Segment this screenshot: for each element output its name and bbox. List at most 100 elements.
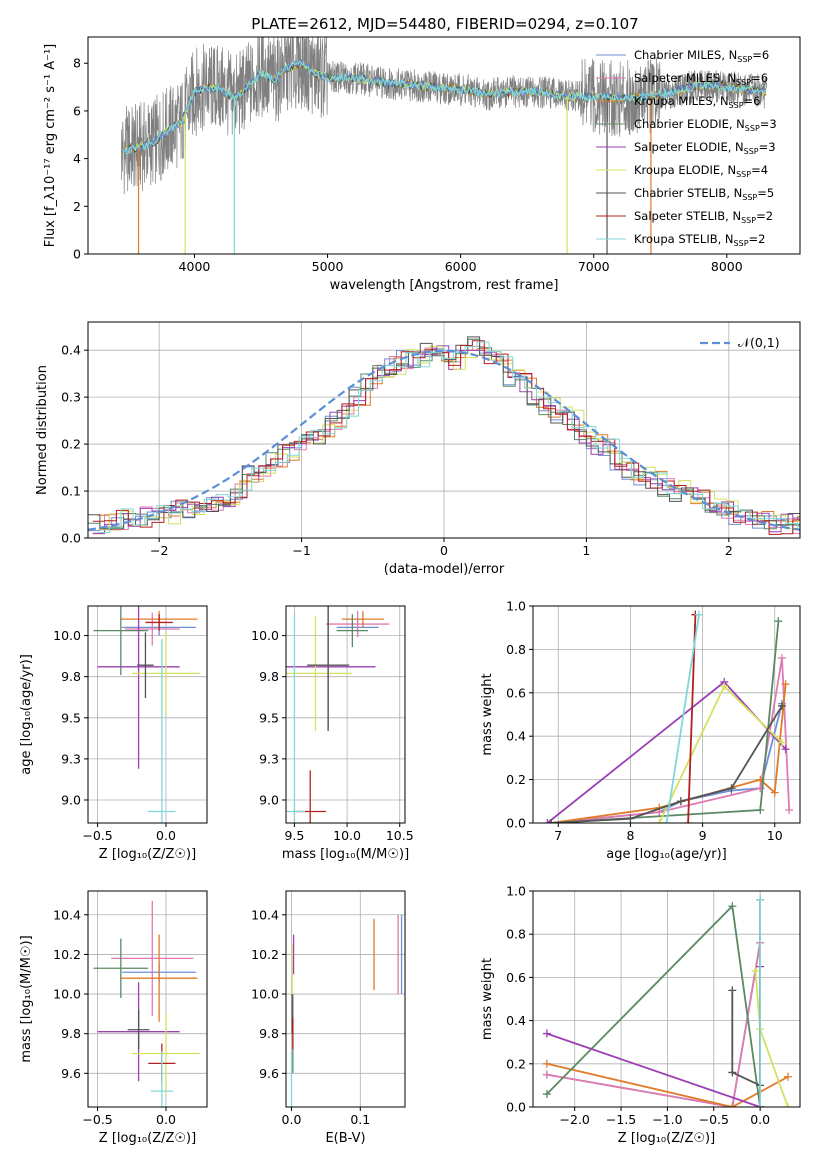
legend-entry-tail: =3 (760, 117, 777, 131)
legend-entry-sub: SSP (742, 193, 757, 202)
legend-entry-main: Salpeter MILES, N (634, 71, 736, 85)
weight-marker (728, 902, 737, 911)
axes-frame (87, 36, 801, 255)
panel-residuals: −2 −1 0 1 2 0.0 0.1 0.2 0.3 0.4 (data-model)/error… (35, 321, 801, 577)
panel-weight-vs-age: 7 8 9 10 0.0 0.2 0.4 0.6 0.8 1.0 age [log₁₀(age/yr… (480, 599, 801, 862)
weight-series-line (546, 942, 761, 1107)
legend-entry-sub: SSP (736, 78, 751, 87)
legend-entry-main: Chabrier STELIB, N (634, 186, 742, 200)
legend-entry-main: Chabrier MILES, N (634, 48, 737, 62)
y-axis-label: mass weight (480, 958, 495, 1040)
x-tick-label: 0.1 (350, 1112, 370, 1127)
axes-frame (532, 890, 801, 1108)
axes-frame (87, 321, 801, 539)
y-tick-label: 1.0 (506, 599, 526, 614)
legend-entry-sub: SSP (736, 170, 751, 179)
legend-entry-tail: =2 (756, 209, 773, 223)
x-tick-label: −1.0 (652, 1112, 682, 1127)
x-tick-label: 10.5 (386, 828, 414, 843)
y-tick-label: 9.6 (61, 1066, 81, 1081)
legend-entry: Kroupa STELIB, NSSP=2 (634, 232, 765, 248)
x-tick-label: −0.5 (82, 1112, 112, 1127)
y-tick-label: 10.4 (53, 907, 81, 922)
y-axis-label: mass [log₁₀(M/M☉)] (19, 935, 34, 1062)
weight-series-line (550, 705, 783, 823)
legend-entry-tail: =3 (759, 140, 776, 154)
panel-mass-vs-ebv: 0.0 0.1 9.6 9.8 10.0 10.2 10.4 E(B-V) (251, 890, 406, 1146)
x-tick-label: 5000 (312, 259, 344, 274)
y-tick-label: 6 (73, 103, 81, 118)
panel-age-vs-Z: −0.5 0.0 9.0 9.3 9.5 9.8 10.0 Z [log₁₀(Z/Z☉)] ag… (19, 605, 208, 862)
weight-marker (655, 819, 664, 823)
y-tick-label: 9.5 (259, 710, 279, 725)
y-tick-label: 0.4 (506, 1013, 526, 1028)
x-axis-label: Z [log₁₀(Z/Z☉)] (99, 1131, 196, 1146)
y-tick-label: 9.3 (259, 751, 279, 766)
x-axis-label: mass [log₁₀(M/M☉)] (282, 847, 409, 862)
x-tick-label: 8000 (711, 259, 743, 274)
x-tick-label: 10.0 (333, 828, 361, 843)
weight-marker (694, 610, 703, 619)
x-tick-label: 0.0 (156, 1112, 176, 1127)
legend-entry: Salpeter MILES, NSSP=6 (634, 71, 768, 87)
axes-frame (87, 890, 208, 1108)
weight-series-line (546, 942, 761, 1107)
weight-marker (781, 680, 790, 689)
y-tick-label: 0.1 (61, 484, 81, 499)
y-axis-label: Flux [f_λ10⁻¹⁷ erg cm⁻² s⁻¹ A⁻¹] (43, 44, 58, 248)
y-tick-label: 9.8 (61, 669, 81, 684)
x-axis-label: age [log₁₀(age/yr)] (606, 847, 727, 862)
y-tick-label: 0.8 (506, 642, 526, 657)
weight-marker (756, 1103, 765, 1107)
y-tick-label: 9.5 (61, 710, 81, 725)
y-tick-label: 9.3 (61, 751, 81, 766)
y-tick-label: 10.0 (53, 628, 81, 643)
weight-marker (728, 1103, 737, 1107)
axes-frame (285, 605, 406, 824)
histogram-series (92, 345, 800, 534)
x-tick-label: 0 (440, 543, 448, 558)
legend-entry: Chabrier ELODIE, NSSP=3 (634, 117, 777, 133)
weight-marker (728, 986, 737, 995)
y-tick-label: 0.4 (506, 729, 526, 744)
plot-area (88, 606, 207, 823)
figure-title: PLATE=2612, MJD=54480, FIBERID=0294, z=0… (251, 15, 638, 33)
legend-entry-sub: SSP (744, 147, 759, 156)
weight-marker (777, 738, 786, 747)
legend-entry-main: Salpeter STELIB, N (634, 209, 741, 223)
legend-entry-tail: =6 (751, 71, 768, 85)
panels: 4000 5000 6000 7000 8000 0 2 4 6 8 wavelength [Ang… (19, 36, 801, 1146)
legend-entry-sub: SSP (745, 124, 760, 133)
y-tick-label: 0.2 (61, 437, 81, 452)
histogram-series (97, 341, 800, 533)
x-tick-label: 8 (626, 828, 634, 843)
legend-entry-tail: =4 (751, 163, 768, 177)
y-tick-label: 9.0 (61, 792, 81, 807)
x-axis-label: E(B-V) (325, 1131, 365, 1146)
y-axis-label: age [log₁₀(age/yr)] (19, 654, 34, 775)
legend-entry-main: Chabrier ELODIE, N (634, 117, 745, 131)
y-tick-label: 8 (73, 56, 81, 71)
y-tick-label: 0.0 (506, 1100, 526, 1115)
plot-area (286, 606, 405, 823)
y-tick-label: 4 (73, 151, 81, 166)
x-tick-label: −1.5 (606, 1112, 636, 1127)
y-tick-label: 10.2 (251, 947, 279, 962)
legend-entry-tail: =6 (752, 48, 769, 62)
weight-marker (543, 819, 552, 823)
weight-series-line (546, 904, 761, 1107)
weight-marker (676, 797, 685, 806)
y-tick-label: 0.0 (61, 531, 81, 546)
plot-area (533, 606, 800, 823)
y-tick-label: 10.2 (53, 947, 81, 962)
y-tick-label: 9.6 (259, 1066, 279, 1081)
weight-marker (684, 819, 693, 823)
x-tick-label: −2.0 (560, 1112, 590, 1127)
x-axis-label: Z [log₁₀(Z/Z☉)] (618, 1131, 715, 1146)
x-tick-label: 7 (554, 828, 562, 843)
x-tick-label: −2 (150, 543, 168, 558)
weight-marker (727, 784, 736, 793)
legend-entry-main: Kroupa STELIB, N (634, 232, 734, 246)
y-tick-label: 9.8 (259, 1026, 279, 1041)
legend-entry: Kroupa ELODIE, NSSP=4 (634, 163, 768, 179)
